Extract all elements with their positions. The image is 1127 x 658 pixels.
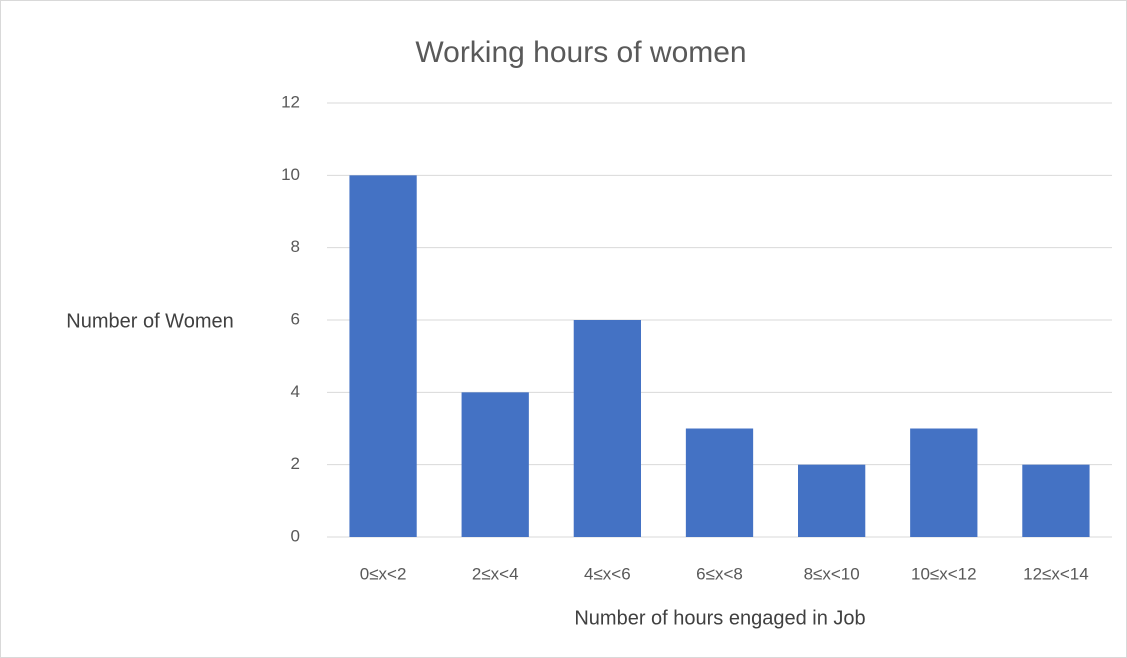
x-tick-label: 0≤x<2 bbox=[360, 564, 407, 583]
x-tick-label: 8≤x<10 bbox=[804, 564, 860, 583]
y-axis-title: Number of Women bbox=[66, 310, 233, 332]
y-tick-label: 10 bbox=[281, 165, 300, 184]
bar bbox=[685, 428, 754, 537]
bar bbox=[798, 464, 866, 537]
bar bbox=[349, 175, 417, 538]
y-tick-label: 8 bbox=[291, 237, 300, 256]
x-tick-label: 4≤x<6 bbox=[584, 564, 631, 583]
x-tick-label: 10≤x<12 bbox=[911, 564, 977, 583]
y-tick-label: 4 bbox=[291, 382, 300, 401]
bar bbox=[461, 392, 529, 537]
bar bbox=[1022, 464, 1090, 537]
x-tick-label: 12≤x<14 bbox=[1023, 564, 1089, 583]
y-tick-label: 12 bbox=[281, 92, 300, 111]
y-tick-label: 6 bbox=[291, 309, 300, 328]
y-tick-label: 2 bbox=[291, 454, 300, 473]
chart-title: Working hours of women bbox=[415, 36, 746, 69]
bar bbox=[573, 320, 641, 537]
x-tick-label: 6≤x<8 bbox=[696, 564, 743, 583]
bar bbox=[910, 428, 978, 537]
x-tick-label: 2≤x<4 bbox=[472, 564, 519, 583]
y-tick-label: 0 bbox=[291, 526, 300, 545]
x-axis-title: Number of hours engaged in Job bbox=[574, 607, 865, 629]
